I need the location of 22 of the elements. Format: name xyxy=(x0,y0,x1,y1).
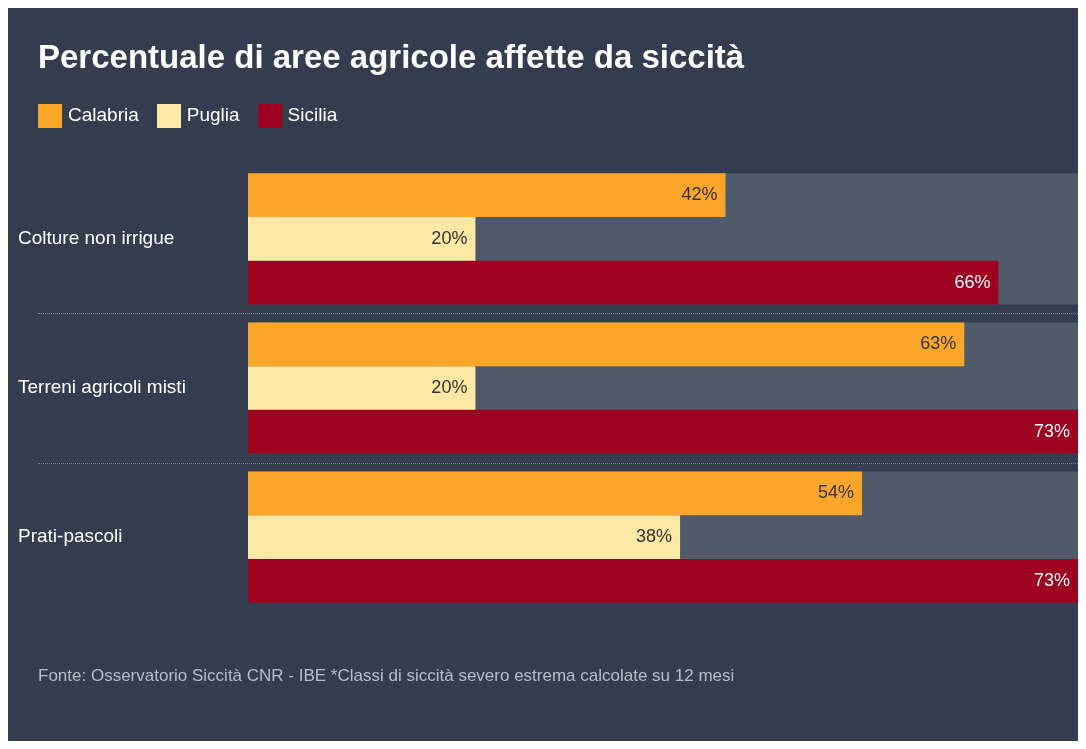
data-label: 73% xyxy=(1033,569,1070,590)
data-label: 54% xyxy=(817,482,854,503)
data-label: 38% xyxy=(636,526,673,547)
data-label: 20% xyxy=(431,227,468,248)
bar xyxy=(248,515,681,559)
bar xyxy=(248,217,476,261)
y-tick-label: Terreni agricoli misti xyxy=(18,376,186,398)
data-label: 20% xyxy=(431,376,468,397)
legend-label: Puglia xyxy=(185,104,240,127)
bar xyxy=(248,366,476,410)
data-label: 42% xyxy=(681,184,718,205)
legend-label: Calabria xyxy=(67,104,139,127)
chart-title: Percentuale di aree agricole affette da siccità xyxy=(38,38,745,76)
y-tick-label: Colture non irrigue xyxy=(18,227,175,249)
data-label: 63% xyxy=(920,333,957,354)
data-label: 73% xyxy=(1033,420,1070,441)
source-note: Fonte: Osservatorio Siccità CNR - IBE *Classi di siccità severo estrema calcolate su 12 mesi xyxy=(38,665,736,687)
bar xyxy=(248,471,862,516)
data-label: 66% xyxy=(954,271,991,292)
legend-label: Sicilia xyxy=(286,104,338,127)
bar xyxy=(248,173,726,218)
y-tick-label: Prati-pascoli xyxy=(18,525,123,547)
